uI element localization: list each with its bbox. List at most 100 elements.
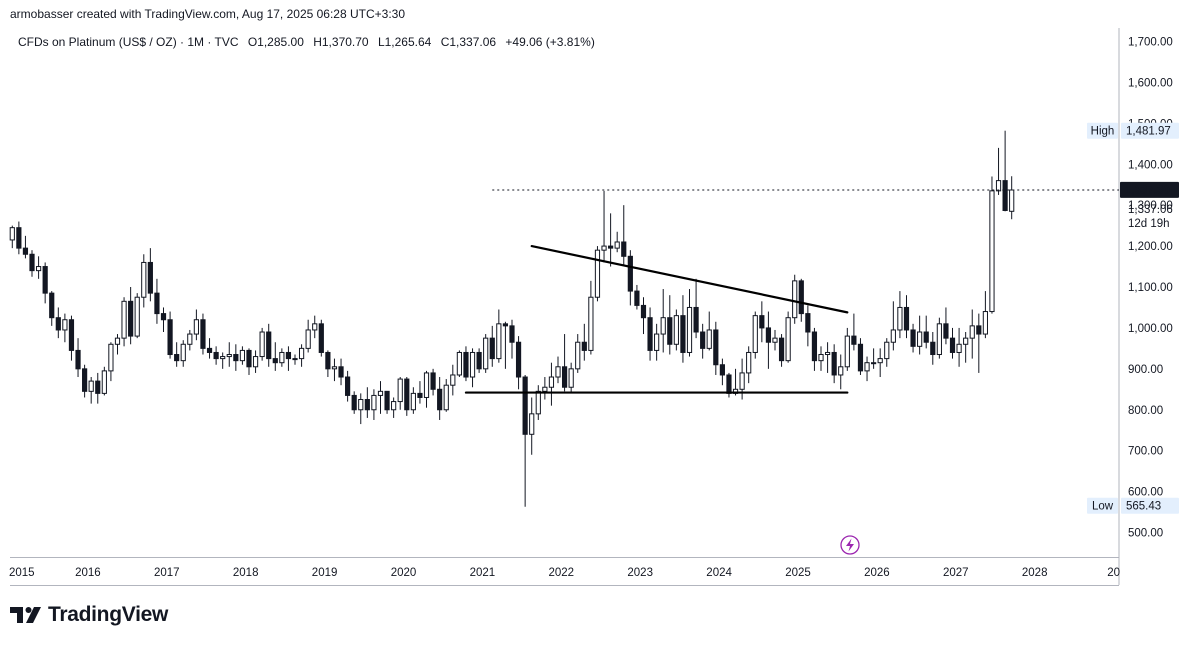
x-tick-label: 2016 bbox=[75, 567, 101, 579]
candle bbox=[963, 332, 969, 363]
candle bbox=[29, 250, 35, 277]
candle-body bbox=[739, 372, 745, 390]
candle-body bbox=[614, 241, 620, 249]
last-price-tag-bg bbox=[1120, 181, 1179, 198]
candle bbox=[555, 356, 561, 384]
candle-body bbox=[325, 351, 331, 370]
candle bbox=[995, 147, 1002, 195]
candle-body bbox=[555, 366, 561, 378]
candle bbox=[298, 344, 305, 367]
candle bbox=[141, 254, 147, 308]
candles-layer bbox=[9, 130, 1015, 507]
close-value-label: 1,337.06 bbox=[1128, 204, 1173, 216]
candle-body bbox=[331, 366, 338, 370]
candle-body bbox=[765, 327, 772, 343]
candle bbox=[601, 190, 607, 263]
candle bbox=[193, 309, 199, 341]
candle-body bbox=[285, 351, 292, 360]
candle bbox=[463, 346, 469, 382]
candle-body bbox=[594, 249, 601, 298]
candle-body bbox=[75, 349, 81, 370]
candle bbox=[765, 311, 772, 369]
candle-body bbox=[450, 374, 456, 386]
candle bbox=[594, 246, 601, 302]
low-value-bg bbox=[1121, 497, 1179, 514]
legend-high: H1,370.70 bbox=[313, 35, 369, 49]
candle-body bbox=[884, 341, 890, 360]
candle bbox=[49, 291, 55, 326]
candle-body bbox=[121, 300, 127, 339]
candle-body bbox=[588, 296, 594, 351]
candle-body bbox=[42, 266, 48, 294]
candle bbox=[660, 289, 666, 353]
x-tick-label: 2019 bbox=[312, 567, 338, 579]
candle-body bbox=[134, 296, 140, 337]
candle-body bbox=[660, 317, 666, 335]
candle bbox=[884, 338, 890, 367]
candle-body bbox=[476, 351, 482, 370]
candle bbox=[673, 309, 679, 351]
x-tick-label: 2025 bbox=[785, 567, 811, 579]
y-tick-label: 1,200.00 bbox=[1128, 241, 1173, 253]
candle bbox=[956, 327, 962, 367]
lightning-icon[interactable] bbox=[840, 535, 860, 555]
candle-body bbox=[890, 329, 896, 343]
candle bbox=[101, 366, 107, 396]
candle-body bbox=[719, 364, 725, 376]
high-label-text: High bbox=[1091, 126, 1115, 138]
x-tick-label: 2015 bbox=[9, 567, 35, 579]
tradingview-logo[interactable]: TradingView bbox=[10, 603, 168, 627]
candle bbox=[345, 370, 351, 402]
candle bbox=[404, 377, 410, 416]
candle-body bbox=[871, 362, 877, 365]
candle-body bbox=[292, 358, 298, 361]
candle bbox=[871, 348, 877, 369]
candle bbox=[726, 372, 732, 398]
candle bbox=[529, 397, 535, 455]
candle bbox=[877, 348, 883, 378]
legend-open: O1,285.00 bbox=[247, 35, 304, 49]
candle-body bbox=[279, 351, 285, 364]
low-label: Low bbox=[1087, 497, 1118, 514]
candle-body bbox=[667, 317, 673, 345]
candle-body bbox=[515, 341, 522, 378]
candle bbox=[325, 350, 331, 378]
candle-body bbox=[706, 329, 712, 349]
candle bbox=[502, 321, 509, 369]
candle-body bbox=[345, 376, 351, 396]
last-price-tag-text: 1,337.30 bbox=[1125, 185, 1170, 197]
candle bbox=[496, 309, 502, 363]
candle-body bbox=[752, 315, 758, 353]
candle bbox=[200, 313, 206, 355]
candle-body bbox=[949, 337, 956, 353]
candle bbox=[515, 336, 522, 390]
candle-body bbox=[206, 347, 213, 353]
candle bbox=[890, 301, 896, 351]
time-axis[interactable]: 2015 2016 2017 2018 2019 2020 2021 2022 2023 2024… bbox=[9, 567, 1120, 579]
candle bbox=[535, 385, 541, 420]
candle-body bbox=[338, 366, 344, 378]
candle-body bbox=[114, 337, 121, 345]
candle bbox=[391, 397, 397, 418]
candle bbox=[95, 372, 101, 404]
candle bbox=[121, 297, 127, 347]
candle bbox=[746, 346, 752, 384]
price-axis[interactable]: 500.00 600.00 700.00 800.00 900.00 1,000.00 1,… bbox=[1128, 37, 1173, 540]
candle-body bbox=[561, 366, 568, 388]
candle-body bbox=[305, 329, 311, 349]
candle-body bbox=[903, 306, 910, 331]
candle bbox=[239, 346, 246, 365]
candle-body bbox=[128, 300, 134, 337]
legend-symbol[interactable]: CFDs on Platinum (US$ / OZ) · 1M · TVC bbox=[18, 35, 239, 49]
candle-body bbox=[601, 245, 607, 251]
candle bbox=[686, 289, 693, 357]
candle bbox=[667, 295, 673, 355]
low-label-bg bbox=[1087, 497, 1118, 514]
brand-name: TradingView bbox=[48, 603, 169, 626]
candle bbox=[693, 278, 699, 339]
candle bbox=[206, 338, 213, 359]
candle bbox=[259, 327, 265, 361]
candle bbox=[627, 250, 633, 306]
candle-body bbox=[193, 319, 199, 335]
